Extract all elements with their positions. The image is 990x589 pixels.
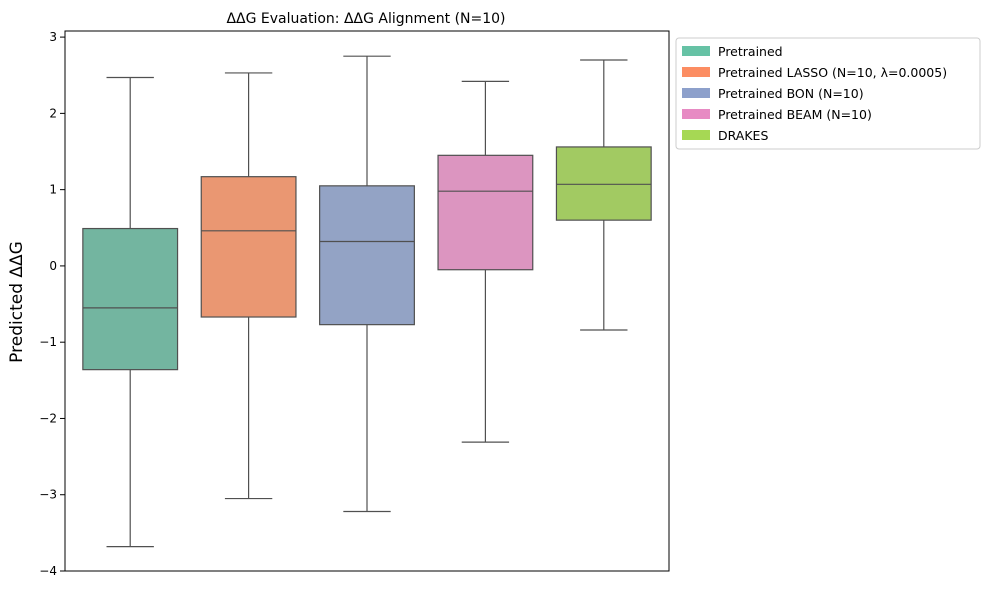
legend-item: Pretrained BEAM (N=10) [682, 107, 872, 122]
legend-label: Pretrained [718, 44, 783, 59]
iqr-box [82, 227, 179, 371]
legend-label: Pretrained BEAM (N=10) [718, 107, 872, 122]
y-tick-label: 3 [49, 30, 57, 44]
box-pretrained-bon-n-10 [319, 55, 415, 513]
iqr-box [200, 176, 297, 318]
legend-swatch [682, 109, 710, 119]
y-axis-label: Predicted ΔΔG [7, 241, 27, 363]
legend-item: Pretrained [682, 44, 783, 59]
legend-frame [675, 37, 981, 150]
box-pretrained [82, 76, 179, 548]
legend-swatch [682, 130, 710, 140]
y-tick-label: −4 [39, 564, 57, 578]
chart-title: ΔΔG Evaluation: ΔΔG Alignment (N=10) [226, 11, 505, 27]
y-axis-ticks: −4 −3 −2 −1 0 1 2 3 [39, 30, 65, 578]
y-tick-label: 1 [49, 183, 57, 197]
y-tick-label: −1 [39, 335, 57, 349]
plot-frame [64, 30, 670, 572]
legend-label: DRAKES [718, 128, 768, 143]
iqr-box [319, 185, 415, 326]
boxes-layer [82, 55, 652, 548]
y-tick-label: −3 [39, 488, 57, 502]
legend-label: Pretrained LASSO (N=10, λ=0.0005) [718, 65, 947, 80]
y-tick-label: 2 [49, 106, 57, 120]
legend-swatch [682, 88, 710, 98]
iqr-box [437, 154, 534, 271]
legend: Pretrained Pretrained LASSO (N=10, λ=0.00… [675, 37, 981, 150]
box-drakes [555, 59, 652, 331]
y-tick-label: −2 [39, 411, 57, 425]
iqr-box [555, 146, 652, 221]
legend-swatch [682, 67, 710, 77]
legend-item: Pretrained LASSO (N=10, λ=0.0005) [682, 65, 947, 80]
box-pretrained-beam-n-10 [437, 80, 534, 443]
box-pretrained-lasso-n-10-0-0005 [200, 72, 297, 500]
legend-item: DRAKES [682, 128, 768, 143]
legend-item: Pretrained BON (N=10) [682, 86, 864, 101]
y-tick-label: 0 [49, 259, 57, 273]
legend-label: Pretrained BON (N=10) [718, 86, 864, 101]
legend-swatch [682, 46, 710, 56]
